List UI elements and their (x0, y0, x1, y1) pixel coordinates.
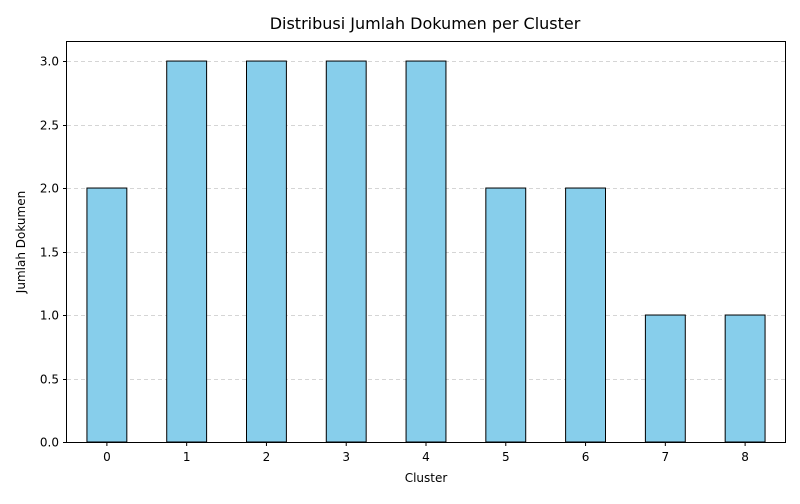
x-tick-label: 7 (662, 450, 670, 464)
bar-cluster-0 (86, 187, 128, 443)
bar-cluster-6 (565, 187, 606, 443)
y-axis-ticks: 0.0 0.5 1.0 1.5 2.0 2.5 3.0 (40, 55, 67, 450)
bars (86, 60, 766, 443)
y-tick-label: 3.0 (40, 55, 59, 69)
x-tick-label: 6 (582, 450, 590, 464)
x-tick-label: 5 (502, 450, 510, 464)
x-tick-label: 4 (422, 450, 430, 464)
y-axis-label: Jumlah Dokumen (14, 191, 28, 294)
bar-cluster-8 (724, 314, 766, 443)
y-tick-label: 1.5 (40, 246, 59, 260)
bar-cluster-4 (405, 60, 447, 443)
x-axis-label: Cluster (405, 471, 448, 485)
x-tick-label: 0 (103, 450, 111, 464)
x-tick-label: 3 (342, 450, 350, 464)
bar-cluster-1 (166, 60, 208, 443)
bar-cluster-3 (325, 60, 367, 443)
chart-title: Distribusi Jumlah Dokumen per Cluster (270, 14, 581, 33)
bar-cluster-2 (246, 60, 287, 443)
y-tick-label: 2.0 (40, 182, 59, 196)
y-tick-label: 1.0 (40, 309, 59, 323)
x-axis-ticks: 0 1 2 3 4 5 6 7 8 (103, 442, 749, 464)
x-tick-label: 8 (741, 450, 749, 464)
bar-cluster-7 (644, 314, 686, 443)
y-tick-label: 0.0 (40, 436, 59, 450)
bar-cluster-5 (485, 187, 527, 443)
x-tick-label: 1 (183, 450, 191, 464)
x-tick-label: 2 (263, 450, 271, 464)
y-tick-label: 2.5 (40, 119, 59, 133)
y-tick-label: 0.5 (40, 373, 59, 387)
